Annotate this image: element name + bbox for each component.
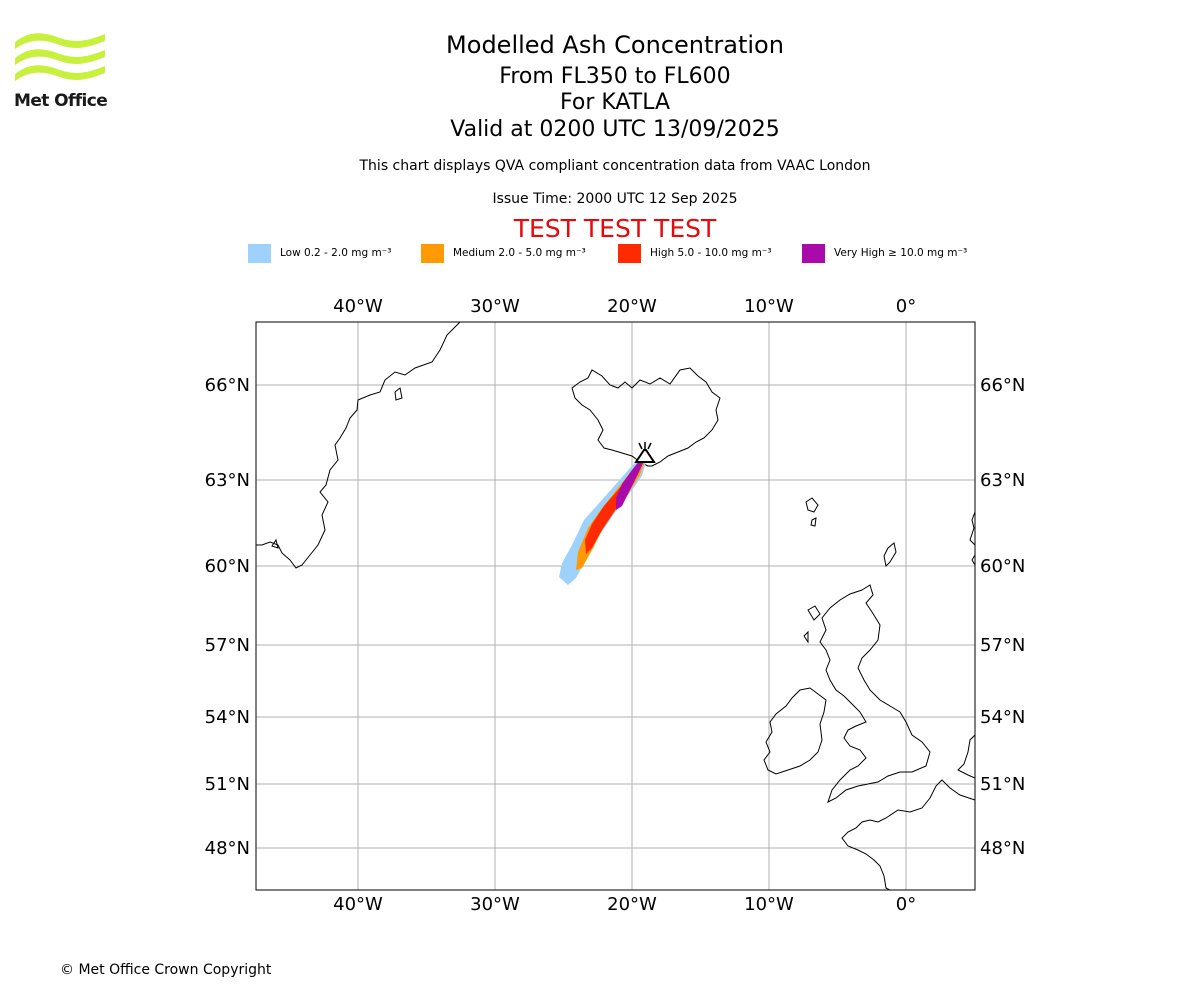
chart-description: This chart displays QVA compliant concen… [359, 158, 871, 174]
logo-text: Met Office [14, 91, 108, 111]
lat-label: 60°N [980, 556, 1025, 577]
legend-swatch-low [248, 244, 271, 263]
continent-coastline [841, 779, 975, 890]
legend-label-low: Low 0.2 - 2.0 mg m⁻³ [280, 247, 392, 259]
lat-label: 54°N [980, 707, 1025, 728]
lon-label: 20°W [607, 894, 657, 915]
plume-very-high [616, 458, 645, 510]
legend-label-high: High 5.0 - 10.0 mg m⁻³ [650, 247, 772, 259]
lat-labels-right: 66°N 63°N 60°N 57°N 54°N 51°N 48°N [980, 375, 1025, 859]
lon-label: 40°W [333, 296, 383, 317]
lon-label: 0° [896, 296, 916, 317]
lat-label: 51°N [205, 774, 250, 795]
lon-labels-bottom: 40°W 30°W 20°W 10°W 0° [333, 894, 916, 915]
lat-label: 60°N [205, 556, 250, 577]
lat-label: 57°N [205, 635, 250, 656]
lat-label: 51°N [980, 774, 1025, 795]
iceland-coastline [571, 367, 721, 467]
lon-labels-top: 40°W 30°W 20°W 10°W 0° [333, 296, 916, 317]
lat-label: 63°N [205, 470, 250, 491]
lon-label: 0° [896, 894, 916, 915]
flight-level-subtitle: From FL350 to FL600 [499, 64, 731, 89]
lat-label: 48°N [980, 838, 1025, 859]
lat-label: 66°N [980, 375, 1025, 396]
graticule [256, 322, 975, 890]
coastlines [256, 322, 975, 890]
lon-label: 10°W [744, 296, 794, 317]
lat-label: 48°N [205, 838, 250, 859]
volcano-icon [634, 442, 656, 463]
valid-time-subtitle: Valid at 0200 UTC 13/09/2025 [450, 117, 780, 142]
legend-swatch-medium [421, 244, 444, 263]
issue-time: Issue Time: 2000 UTC 12 Sep 2025 [492, 191, 738, 207]
lat-label: 63°N [980, 470, 1025, 491]
chart-title: Modelled Ash Concentration [446, 31, 784, 59]
ash-plume [559, 455, 648, 585]
lat-labels-left: 66°N 63°N 60°N 57°N 54°N 51°N 48°N [205, 375, 250, 859]
great-britain-coastline [819, 584, 931, 803]
legend-swatch-very-high [802, 244, 825, 263]
lon-label: 30°W [470, 296, 520, 317]
lon-label: 20°W [607, 296, 657, 317]
volcano-subtitle: For KATLA [560, 90, 670, 115]
legend-label-very-high: Very High ≥ 10.0 mg m⁻³ [834, 247, 968, 259]
lon-label: 40°W [333, 894, 383, 915]
lat-label: 66°N [205, 375, 250, 396]
lon-label: 30°W [470, 894, 520, 915]
lat-label: 57°N [980, 635, 1025, 656]
ireland-coastline [763, 687, 827, 775]
met-office-logo: Met Office [14, 28, 110, 114]
copyright-notice: © Met Office Crown Copyright [60, 962, 272, 978]
lon-label: 10°W [744, 894, 794, 915]
legend-label-medium: Medium 2.0 - 5.0 mg m⁻³ [453, 247, 586, 259]
test-banner: TEST TEST TEST [513, 214, 717, 243]
map-frame [255, 321, 976, 891]
met-office-waves-icon [15, 33, 105, 81]
greenland-coastline [256, 322, 461, 569]
lat-label: 54°N [205, 707, 250, 728]
legend-swatch-high [618, 244, 641, 263]
